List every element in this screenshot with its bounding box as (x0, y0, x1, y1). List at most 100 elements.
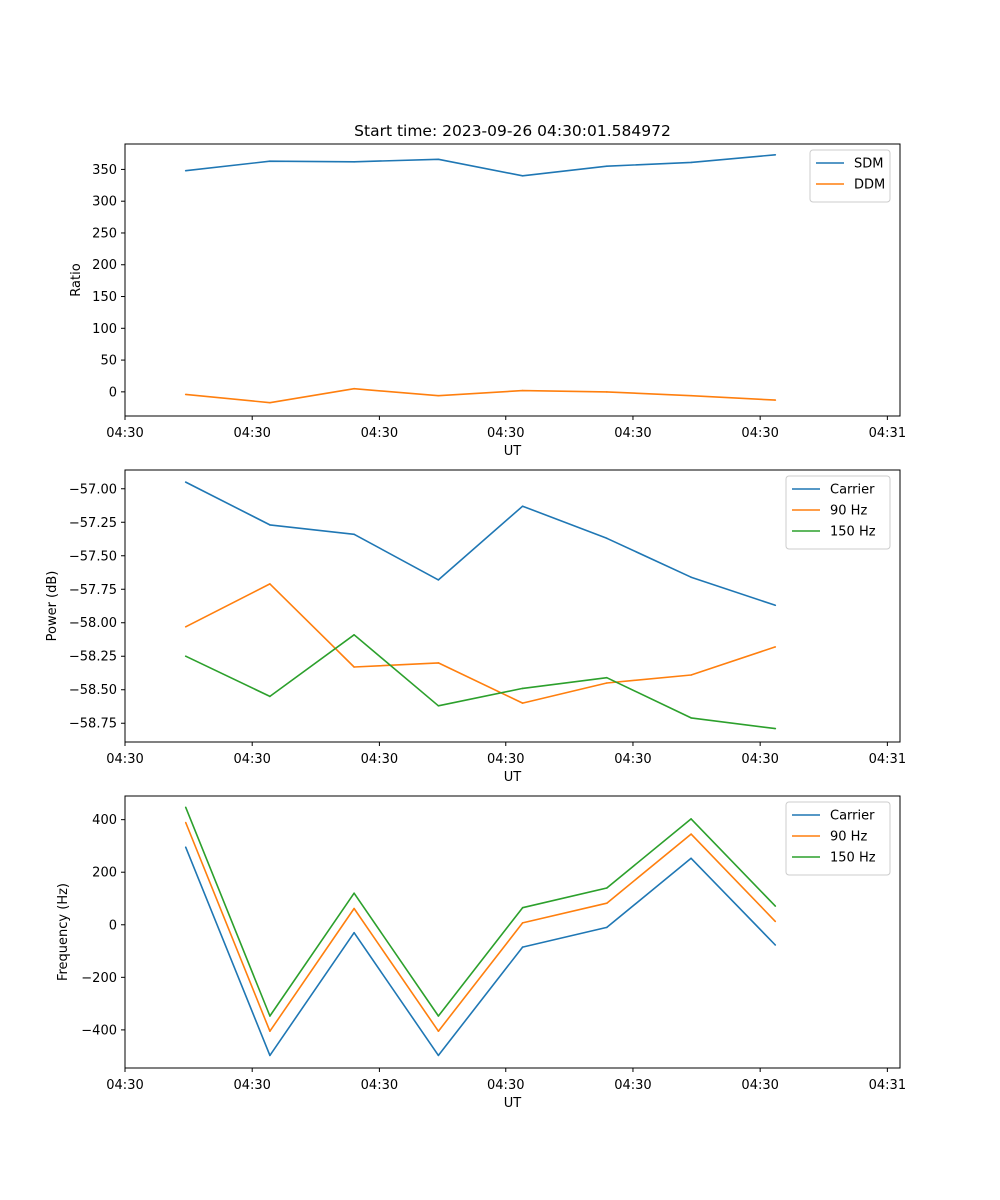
y-tick-label: 200 (92, 866, 117, 881)
y-tick-label: 350 (92, 163, 117, 178)
data-point-carrier-3 (437, 579, 440, 581)
chart-panel-2: 04:30 04:30 04:30 04:30 04:30 04:30 04:31 −57.0… (45, 469, 906, 785)
data-point-90-hz-1 (269, 1030, 271, 1032)
data-point-90-hz-5 (606, 682, 608, 684)
y-tick-label: −58.25 (69, 650, 117, 665)
series-line-ddm (185, 387, 776, 404)
data-point-90-hz-0 (184, 626, 187, 628)
x-tick-label: 04:30 (741, 426, 778, 441)
data-point-90-hz-2 (353, 666, 355, 668)
data-point-carrier-1 (269, 1054, 271, 1057)
data-point-90-hz-6 (690, 674, 692, 676)
legend: Carrier 90 Hz 150 Hz (785, 801, 891, 876)
axes-frame (124, 795, 901, 1069)
series-line-90-hz (184, 822, 776, 1032)
x-tick-label: 04:30 (106, 426, 143, 441)
y-tick-label: −57.25 (69, 516, 117, 531)
data-point-90-hz-3 (437, 1030, 440, 1032)
data-point-ddm-3 (437, 394, 440, 397)
x-tick-label: 04:30 (487, 1078, 524, 1093)
data-point-sdm-3 (437, 158, 440, 161)
data-point-150-hz-6 (690, 717, 692, 719)
x-tick-label: 04:30 (741, 1078, 778, 1093)
x-tick-label: 04:30 (614, 1078, 651, 1093)
x-tick-label: 04:30 (741, 752, 778, 767)
axes-frame (124, 143, 901, 417)
x-axis-label: UT (504, 444, 522, 459)
data-point-sdm-1 (269, 160, 271, 162)
data-point-carrier-4 (521, 946, 524, 948)
data-point-90-hz-7 (774, 920, 777, 923)
legend-label-sdm: SDM (854, 157, 883, 172)
data-point-150-hz-0 (184, 655, 187, 657)
y-tick-label: −57.50 (69, 549, 117, 564)
data-point-carrier-6 (690, 576, 692, 578)
x-tick-label: 04:30 (233, 426, 270, 441)
legend-label-150-hz: 150 Hz (830, 525, 876, 540)
data-point-150-hz-5 (606, 676, 608, 679)
data-point-150-hz-7 (774, 727, 777, 730)
data-point-carrier-7 (774, 604, 777, 607)
data-point-90-hz-3 (437, 662, 440, 664)
data-point-ddm-2 (353, 387, 355, 390)
data-point-90-hz-4 (521, 702, 524, 704)
y-tick-label: 200 (92, 258, 117, 273)
data-point-ddm-1 (269, 401, 271, 404)
y-tick-label: −57.75 (69, 583, 117, 598)
chart-panel-3: 04:30 04:30 04:30 04:30 04:30 04:30 04:31 −400 −… (56, 795, 906, 1111)
data-point-90-hz-7 (774, 646, 777, 648)
x-tick-label: 04:30 (614, 426, 651, 441)
data-point-150-hz-1 (269, 1015, 271, 1017)
legend-label-90-hz: 90 Hz (830, 504, 867, 519)
data-point-150-hz-2 (353, 634, 355, 636)
data-point-carrier-4 (521, 505, 524, 508)
x-tick-label: 04:30 (361, 426, 398, 441)
data-point-90-hz-6 (690, 833, 692, 835)
data-point-carrier-0 (184, 846, 187, 848)
y-tick-label: −200 (81, 971, 117, 986)
data-point-carrier-0 (184, 481, 187, 483)
data-point-ddm-7 (774, 399, 777, 401)
data-point-carrier-2 (353, 533, 355, 536)
x-tick-label: 04:30 (487, 426, 524, 441)
data-point-ddm-6 (690, 394, 692, 397)
legend-label-150-hz: 150 Hz (830, 851, 876, 866)
y-tick-label: −57.00 (69, 482, 117, 497)
data-point-sdm-5 (606, 165, 608, 167)
x-tick-label: 04:30 (106, 752, 143, 767)
data-point-90-hz-1 (269, 583, 271, 585)
y-tick-label: 0 (109, 918, 117, 933)
data-point-150-hz-4 (521, 687, 524, 690)
data-point-carrier-2 (353, 931, 355, 934)
data-point-carrier-1 (269, 524, 271, 526)
data-point-150-hz-2 (353, 892, 355, 894)
x-tick-label: 04:30 (233, 752, 270, 767)
y-tick-label: −58.75 (69, 717, 117, 732)
series-line-150-hz (185, 633, 776, 730)
data-point-150-hz-7 (774, 905, 777, 907)
data-point-150-hz-5 (606, 887, 608, 889)
series-line-carrier (184, 846, 776, 1057)
data-point-sdm-7 (774, 154, 777, 156)
data-point-sdm-0 (184, 169, 187, 172)
data-point-carrier-5 (606, 926, 608, 929)
data-point-carrier-3 (437, 1054, 440, 1057)
x-tick-label: 04:30 (233, 1078, 270, 1093)
y-tick-label: 100 (92, 322, 117, 337)
legend: SDM DDM (809, 149, 891, 203)
data-point-carrier-7 (774, 944, 777, 946)
y-tick-label: 0 (109, 385, 117, 400)
data-point-90-hz-0 (184, 821, 187, 824)
data-point-ddm-0 (184, 393, 187, 396)
x-tick-label: 04:30 (106, 1078, 143, 1093)
data-point-sdm-4 (521, 175, 524, 177)
data-point-ddm-5 (606, 391, 608, 393)
chart-title: Start time: 2023-09-26 04:30:01.584972 (354, 122, 671, 140)
series-line-sdm (185, 154, 776, 177)
data-point-150-hz-6 (690, 818, 692, 820)
y-axis-label: Ratio (69, 263, 84, 296)
y-axis-label: Power (dB) (45, 571, 60, 642)
series-line-150-hz (184, 807, 776, 1017)
x-tick-label: 04:31 (869, 426, 906, 441)
data-point-carrier-5 (606, 537, 608, 540)
